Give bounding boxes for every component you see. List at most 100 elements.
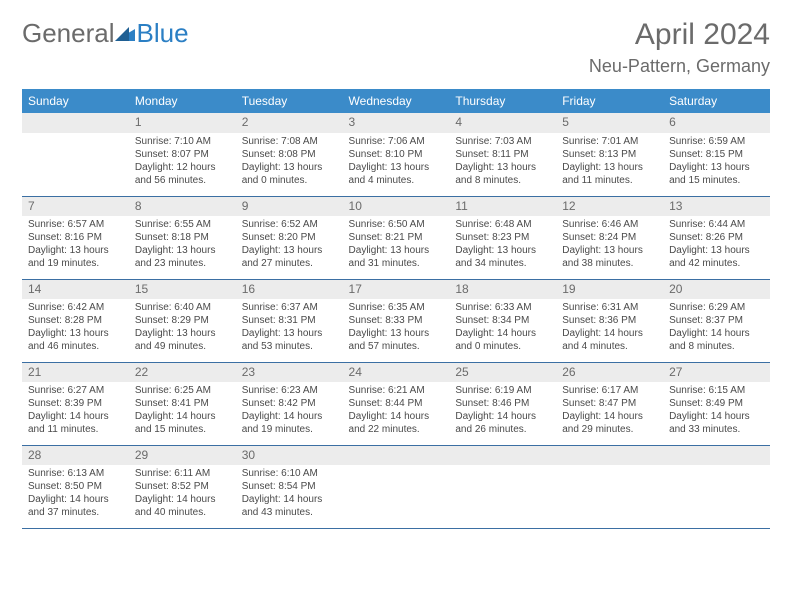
sunrise-text: Sunrise: 6:35 AM: [349, 301, 444, 314]
day-number: 12: [556, 197, 663, 217]
daylight-text: and 15 minutes.: [669, 174, 764, 187]
daylight-text: Daylight: 13 hours: [135, 327, 230, 340]
sunrise-text: Sunrise: 7:06 AM: [349, 135, 444, 148]
day-number: 27: [663, 363, 770, 383]
day-number: [449, 446, 556, 466]
daylight-text: Daylight: 13 hours: [349, 244, 444, 257]
sunset-text: Sunset: 8:16 PM: [28, 231, 123, 244]
daylight-text: and 0 minutes.: [242, 174, 337, 187]
daylight-text: and 46 minutes.: [28, 340, 123, 353]
sunset-text: Sunset: 8:41 PM: [135, 397, 230, 410]
day-number: 15: [129, 280, 236, 300]
sunrise-text: Sunrise: 6:15 AM: [669, 384, 764, 397]
calendar-day-cell: 18Sunrise: 6:33 AMSunset: 8:34 PMDayligh…: [449, 279, 556, 362]
sunrise-text: Sunrise: 6:23 AM: [242, 384, 337, 397]
calendar-day-cell: [449, 445, 556, 528]
day-number: 13: [663, 197, 770, 217]
sunset-text: Sunset: 8:21 PM: [349, 231, 444, 244]
calendar-day-cell: 5Sunrise: 7:01 AMSunset: 8:13 PMDaylight…: [556, 113, 663, 196]
day-details: Sunrise: 6:11 AMSunset: 8:52 PMDaylight:…: [129, 465, 236, 523]
daylight-text: Daylight: 13 hours: [455, 244, 550, 257]
brand-logo: General Blue: [22, 18, 189, 49]
day-details: Sunrise: 6:57 AMSunset: 8:16 PMDaylight:…: [22, 216, 129, 274]
day-details: Sunrise: 6:29 AMSunset: 8:37 PMDaylight:…: [663, 299, 770, 357]
day-number: [556, 446, 663, 466]
daylight-text: and 22 minutes.: [349, 423, 444, 436]
day-details: Sunrise: 7:08 AMSunset: 8:08 PMDaylight:…: [236, 133, 343, 191]
calendar-day-cell: 24Sunrise: 6:21 AMSunset: 8:44 PMDayligh…: [343, 362, 450, 445]
daylight-text: Daylight: 13 hours: [669, 161, 764, 174]
title-block: April 2024 Neu-Pattern, Germany: [589, 18, 770, 77]
day-details: Sunrise: 6:19 AMSunset: 8:46 PMDaylight:…: [449, 382, 556, 440]
daylight-text: and 19 minutes.: [242, 423, 337, 436]
daylight-text: Daylight: 14 hours: [28, 410, 123, 423]
daylight-text: and 15 minutes.: [135, 423, 230, 436]
calendar-day-cell: 8Sunrise: 6:55 AMSunset: 8:18 PMDaylight…: [129, 196, 236, 279]
daylight-text: Daylight: 14 hours: [669, 410, 764, 423]
sunrise-text: Sunrise: 6:10 AM: [242, 467, 337, 480]
brand-text-1: General: [22, 18, 115, 49]
weekday-header: Thursday: [449, 89, 556, 113]
daylight-text: and 57 minutes.: [349, 340, 444, 353]
sunset-text: Sunset: 8:08 PM: [242, 148, 337, 161]
calendar-day-cell: 13Sunrise: 6:44 AMSunset: 8:26 PMDayligh…: [663, 196, 770, 279]
daylight-text: Daylight: 13 hours: [562, 244, 657, 257]
daylight-text: Daylight: 13 hours: [669, 244, 764, 257]
daylight-text: and 0 minutes.: [455, 340, 550, 353]
day-number: 22: [129, 363, 236, 383]
daylight-text: Daylight: 12 hours: [135, 161, 230, 174]
day-number: 18: [449, 280, 556, 300]
day-details: Sunrise: 6:52 AMSunset: 8:20 PMDaylight:…: [236, 216, 343, 274]
sunrise-text: Sunrise: 6:17 AM: [562, 384, 657, 397]
daylight-text: Daylight: 13 hours: [28, 244, 123, 257]
calendar-day-cell: 11Sunrise: 6:48 AMSunset: 8:23 PMDayligh…: [449, 196, 556, 279]
calendar-day-cell: 20Sunrise: 6:29 AMSunset: 8:37 PMDayligh…: [663, 279, 770, 362]
calendar-day-cell: 4Sunrise: 7:03 AMSunset: 8:11 PMDaylight…: [449, 113, 556, 196]
calendar-day-cell: 25Sunrise: 6:19 AMSunset: 8:46 PMDayligh…: [449, 362, 556, 445]
sunrise-text: Sunrise: 6:50 AM: [349, 218, 444, 231]
daylight-text: Daylight: 14 hours: [242, 410, 337, 423]
daylight-text: Daylight: 14 hours: [669, 327, 764, 340]
day-number: 6: [663, 113, 770, 133]
sunrise-text: Sunrise: 7:03 AM: [455, 135, 550, 148]
daylight-text: Daylight: 14 hours: [455, 410, 550, 423]
weekday-header: Sunday: [22, 89, 129, 113]
daylight-text: Daylight: 14 hours: [349, 410, 444, 423]
sunset-text: Sunset: 8:49 PM: [669, 397, 764, 410]
sunrise-text: Sunrise: 6:46 AM: [562, 218, 657, 231]
day-details: Sunrise: 6:59 AMSunset: 8:15 PMDaylight:…: [663, 133, 770, 191]
sunset-text: Sunset: 8:52 PM: [135, 480, 230, 493]
sunset-text: Sunset: 8:20 PM: [242, 231, 337, 244]
sunset-text: Sunset: 8:47 PM: [562, 397, 657, 410]
calendar-day-cell: [556, 445, 663, 528]
sunrise-text: Sunrise: 6:33 AM: [455, 301, 550, 314]
daylight-text: Daylight: 13 hours: [455, 161, 550, 174]
sunset-text: Sunset: 8:07 PM: [135, 148, 230, 161]
daylight-text: and 53 minutes.: [242, 340, 337, 353]
calendar-day-cell: [22, 113, 129, 196]
sunrise-text: Sunrise: 6:25 AM: [135, 384, 230, 397]
sunset-text: Sunset: 8:13 PM: [562, 148, 657, 161]
daylight-text: Daylight: 13 hours: [242, 327, 337, 340]
day-number: 7: [22, 197, 129, 217]
day-number: 20: [663, 280, 770, 300]
daylight-text: Daylight: 13 hours: [562, 161, 657, 174]
day-number: 2: [236, 113, 343, 133]
location-text: Neu-Pattern, Germany: [589, 56, 770, 77]
calendar-week-row: 1Sunrise: 7:10 AMSunset: 8:07 PMDaylight…: [22, 113, 770, 196]
daylight-text: Daylight: 14 hours: [135, 493, 230, 506]
daylight-text: and 43 minutes.: [242, 506, 337, 519]
calendar-day-cell: 9Sunrise: 6:52 AMSunset: 8:20 PMDaylight…: [236, 196, 343, 279]
daylight-text: and 34 minutes.: [455, 257, 550, 270]
sunset-text: Sunset: 8:29 PM: [135, 314, 230, 327]
day-details: Sunrise: 7:01 AMSunset: 8:13 PMDaylight:…: [556, 133, 663, 191]
calendar-day-cell: 12Sunrise: 6:46 AMSunset: 8:24 PMDayligh…: [556, 196, 663, 279]
sunset-text: Sunset: 8:42 PM: [242, 397, 337, 410]
daylight-text: Daylight: 13 hours: [349, 327, 444, 340]
daylight-text: and 56 minutes.: [135, 174, 230, 187]
sunset-text: Sunset: 8:15 PM: [669, 148, 764, 161]
daylight-text: and 31 minutes.: [349, 257, 444, 270]
calendar-day-cell: [663, 445, 770, 528]
sunset-text: Sunset: 8:10 PM: [349, 148, 444, 161]
daylight-text: Daylight: 14 hours: [242, 493, 337, 506]
